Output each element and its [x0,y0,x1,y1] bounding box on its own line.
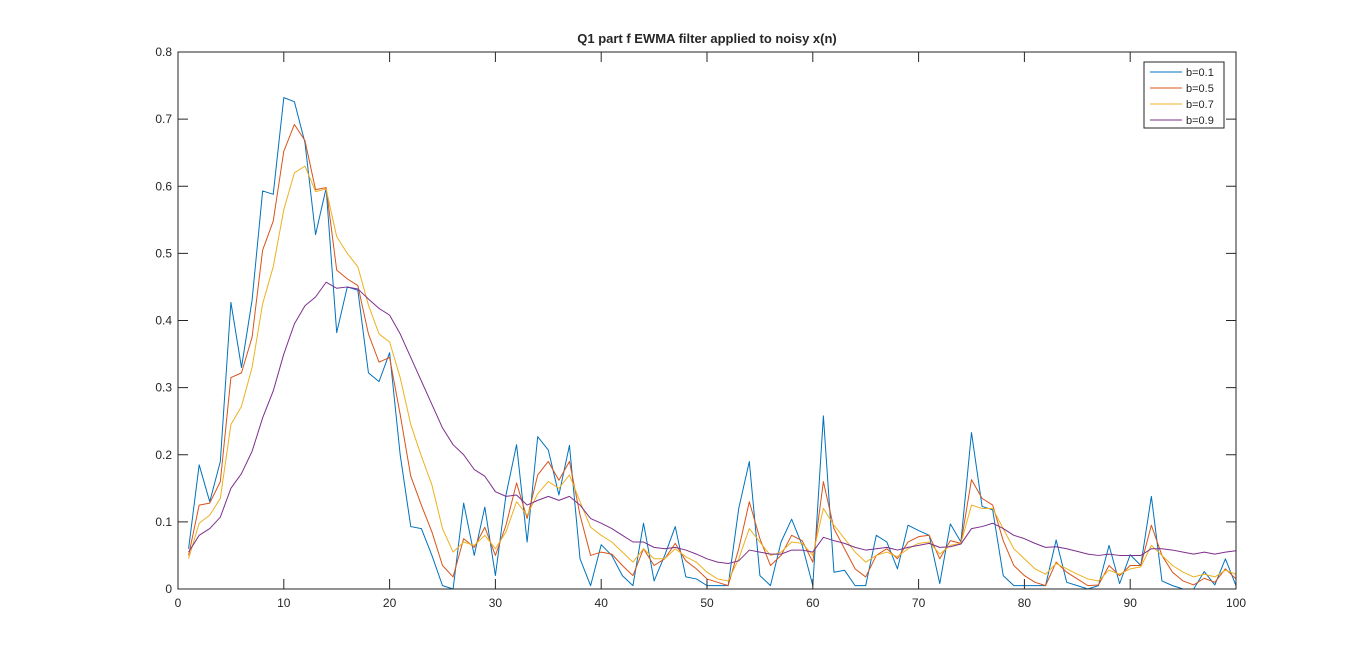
x-tick-label: 60 [806,596,820,610]
x-tick-label: 100 [1226,596,1246,610]
x-tick-label: 10 [277,596,291,610]
y-tick-label: 0 [165,582,172,596]
series-lines [188,97,1237,590]
x-tick-label: 70 [912,596,926,610]
legend-label-3: b=0.7 [1186,99,1214,111]
chart-title: Q1 part f EWMA filter applied to noisy x… [577,31,837,46]
x-tick-label: 80 [1018,596,1032,610]
x-tick-label: 50 [700,596,714,610]
series-line-4 [188,281,1237,564]
x-tick-label: 30 [489,596,503,610]
y-tick-label: 0.2 [155,448,172,462]
x-tick-label: 20 [383,596,397,610]
x-tick-label: 0 [175,596,182,610]
legend-label-2: b=0.5 [1186,83,1214,95]
legend: b=0.1 b=0.5 b=0.7 b=0.9 [1143,61,1225,129]
y-tick-label: 0.1 [155,515,172,529]
y-tick-label: 0.6 [155,179,172,193]
legend-box [1143,61,1225,129]
x-tick-label: 40 [595,596,609,610]
y-tick-label: 0.3 [155,381,172,395]
axes: 0 10 20 30 40 50 60 70 80 90 100 0 0.1 0.2 0.3 0.4 0.5 0.… [155,45,1246,610]
y-tick-label: 0.8 [155,45,172,59]
legend-label-1: b=0.1 [1186,67,1214,79]
y-tick-label: 0.7 [155,112,172,126]
y-tick-label: 0.5 [155,246,172,260]
series-line-1 [188,97,1237,590]
series-line-3 [188,165,1237,582]
plot-area [178,52,1236,589]
x-tick-label: 90 [1124,596,1138,610]
y-tick-label: 0.4 [155,314,172,328]
legend-label-4: b=0.9 [1186,115,1214,127]
series-line-2 [188,124,1237,587]
